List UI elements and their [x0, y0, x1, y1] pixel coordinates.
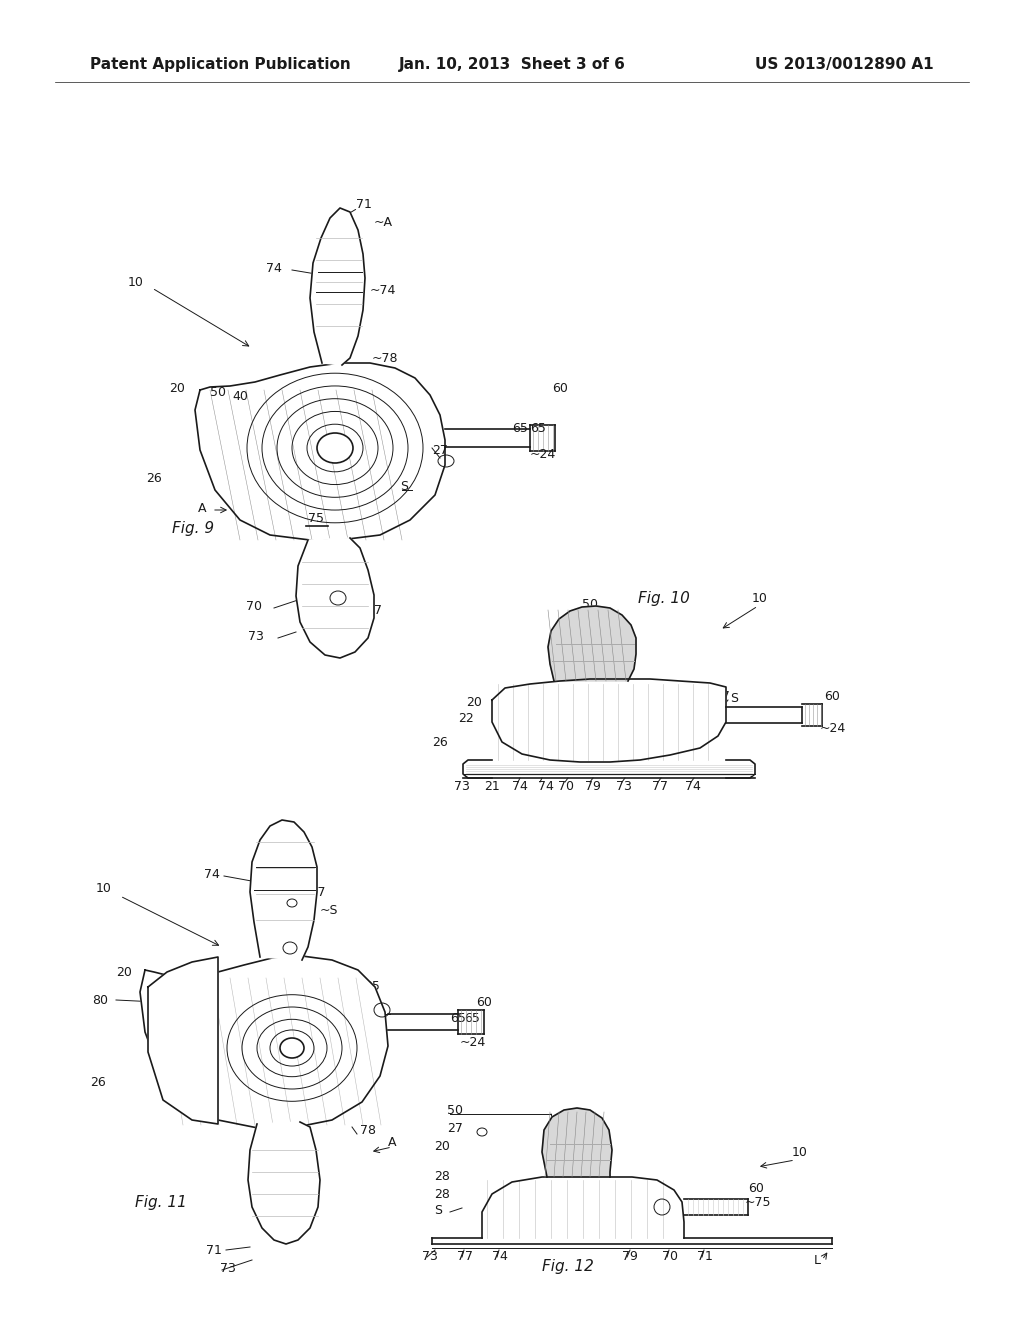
Text: 75: 75 — [597, 722, 613, 734]
Text: 50: 50 — [447, 1104, 463, 1117]
Text: 21: 21 — [484, 780, 500, 792]
Text: 27: 27 — [447, 1122, 463, 1134]
Text: Fig. 10: Fig. 10 — [638, 590, 690, 606]
Text: 60: 60 — [552, 381, 568, 395]
Text: S: S — [434, 1204, 442, 1217]
Text: 65: 65 — [512, 421, 528, 434]
Text: 80: 80 — [92, 994, 108, 1006]
Text: Patent Application Publication: Patent Application Publication — [90, 58, 351, 73]
Ellipse shape — [317, 433, 353, 463]
Text: 20: 20 — [434, 1140, 450, 1154]
Polygon shape — [548, 606, 636, 681]
Text: 79: 79 — [314, 1015, 330, 1028]
Text: 65: 65 — [530, 421, 546, 434]
Text: 26: 26 — [90, 1076, 106, 1089]
Text: 79: 79 — [585, 780, 601, 792]
Text: 70: 70 — [558, 780, 574, 792]
Text: 74: 74 — [204, 867, 220, 880]
Text: Fig. 12: Fig. 12 — [542, 1259, 594, 1275]
Text: 70: 70 — [662, 1250, 678, 1262]
Text: 73: 73 — [616, 780, 632, 792]
Text: 60: 60 — [476, 995, 492, 1008]
Text: 28: 28 — [434, 1171, 450, 1184]
Text: 70: 70 — [246, 599, 262, 612]
Text: 77: 77 — [366, 603, 382, 616]
Text: 10: 10 — [128, 276, 144, 289]
Text: ~24: ~24 — [820, 722, 846, 734]
Polygon shape — [248, 1122, 319, 1243]
Text: 73: 73 — [248, 630, 264, 643]
Polygon shape — [148, 957, 218, 1125]
Text: 28: 28 — [434, 1188, 450, 1200]
Text: S: S — [730, 692, 738, 705]
Text: 72: 72 — [352, 1003, 368, 1016]
Text: Jan. 10, 2013  Sheet 3 of 6: Jan. 10, 2013 Sheet 3 of 6 — [398, 58, 626, 73]
Text: 74: 74 — [685, 780, 700, 792]
Text: 65: 65 — [450, 1011, 466, 1024]
Text: 71: 71 — [206, 1243, 222, 1257]
Polygon shape — [250, 820, 317, 960]
Text: 73: 73 — [454, 780, 470, 792]
Text: 26: 26 — [146, 471, 162, 484]
Text: 20: 20 — [466, 696, 482, 709]
Text: 74: 74 — [266, 261, 282, 275]
Text: Fig. 9: Fig. 9 — [172, 520, 214, 536]
Text: 27: 27 — [432, 444, 447, 457]
Text: 50: 50 — [582, 598, 598, 611]
Text: 10: 10 — [752, 591, 768, 605]
Text: 78: 78 — [360, 1123, 376, 1137]
Text: 74: 74 — [538, 780, 554, 792]
Polygon shape — [140, 956, 388, 1129]
Text: 73: 73 — [422, 1250, 438, 1262]
Text: 21: 21 — [170, 1056, 186, 1068]
Text: ~24: ~24 — [460, 1035, 486, 1048]
Text: 71: 71 — [697, 1250, 713, 1262]
Text: A: A — [388, 1135, 396, 1148]
Polygon shape — [482, 1177, 684, 1238]
Text: 73: 73 — [220, 1262, 236, 1275]
Text: ~74: ~74 — [266, 855, 293, 869]
Text: 60: 60 — [748, 1181, 764, 1195]
Text: 79: 79 — [622, 1250, 638, 1262]
Text: 60: 60 — [824, 690, 840, 704]
Text: A: A — [198, 502, 207, 515]
Text: 75: 75 — [308, 511, 324, 524]
Text: 42: 42 — [323, 444, 338, 457]
Text: ~24: ~24 — [530, 449, 556, 462]
Text: 26: 26 — [432, 737, 449, 750]
Text: 35: 35 — [364, 979, 380, 993]
Ellipse shape — [280, 1038, 304, 1059]
Text: 74: 74 — [492, 1250, 508, 1262]
Polygon shape — [492, 678, 726, 762]
Text: 50: 50 — [210, 387, 226, 400]
Text: 65: 65 — [464, 1011, 480, 1024]
Text: ~77: ~77 — [300, 887, 327, 899]
Text: ~A: ~A — [374, 215, 393, 228]
Text: 22: 22 — [459, 711, 474, 725]
Polygon shape — [310, 209, 365, 366]
Text: 10: 10 — [96, 882, 112, 895]
Text: Fig. 11: Fig. 11 — [135, 1195, 186, 1209]
Polygon shape — [195, 363, 445, 540]
Text: 20: 20 — [169, 381, 185, 395]
Text: S: S — [400, 479, 408, 492]
Text: 74: 74 — [512, 780, 528, 792]
Text: 27: 27 — [714, 689, 730, 702]
Text: 71: 71 — [356, 198, 372, 211]
Polygon shape — [296, 539, 374, 657]
Text: US 2013/0012890 A1: US 2013/0012890 A1 — [756, 58, 934, 73]
Text: ~74: ~74 — [370, 284, 396, 297]
Text: 40: 40 — [232, 391, 248, 404]
Text: ~78: ~78 — [372, 351, 398, 364]
Polygon shape — [542, 1107, 612, 1177]
Text: ~75: ~75 — [745, 1196, 771, 1209]
Text: 10: 10 — [792, 1146, 808, 1159]
Text: ~S: ~S — [319, 903, 339, 916]
Text: 77: 77 — [457, 1250, 473, 1262]
Text: 77: 77 — [652, 780, 668, 792]
Text: 20: 20 — [116, 966, 132, 979]
Text: L: L — [814, 1254, 821, 1266]
